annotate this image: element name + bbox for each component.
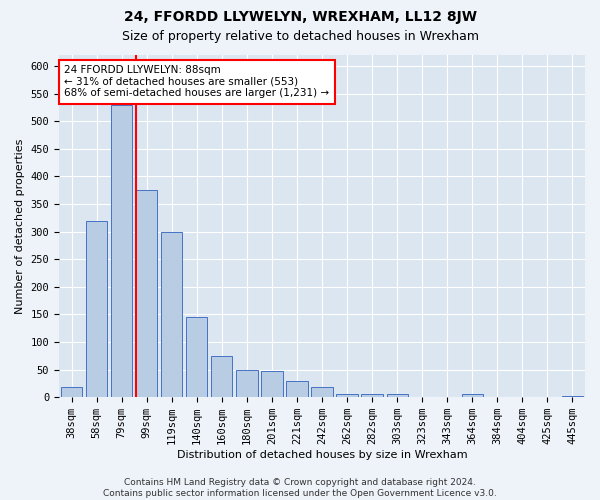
Text: Contains HM Land Registry data © Crown copyright and database right 2024.
Contai: Contains HM Land Registry data © Crown c… bbox=[103, 478, 497, 498]
Bar bbox=[236, 370, 257, 397]
Bar bbox=[211, 356, 232, 397]
Bar bbox=[562, 396, 583, 397]
Bar bbox=[311, 388, 332, 397]
Bar bbox=[61, 388, 82, 397]
Y-axis label: Number of detached properties: Number of detached properties bbox=[15, 138, 25, 314]
Bar bbox=[261, 370, 283, 397]
Bar bbox=[337, 394, 358, 397]
Bar bbox=[286, 380, 308, 397]
Bar bbox=[86, 220, 107, 397]
Bar bbox=[136, 190, 157, 397]
Text: 24 FFORDD LLYWELYN: 88sqm
← 31% of detached houses are smaller (553)
68% of semi: 24 FFORDD LLYWELYN: 88sqm ← 31% of detac… bbox=[64, 66, 329, 98]
Bar bbox=[361, 394, 383, 397]
Bar bbox=[461, 394, 483, 397]
Bar bbox=[111, 104, 132, 397]
Bar bbox=[186, 317, 208, 397]
X-axis label: Distribution of detached houses by size in Wrexham: Distribution of detached houses by size … bbox=[177, 450, 467, 460]
Text: 24, FFORDD LLYWELYN, WREXHAM, LL12 8JW: 24, FFORDD LLYWELYN, WREXHAM, LL12 8JW bbox=[124, 10, 476, 24]
Text: Size of property relative to detached houses in Wrexham: Size of property relative to detached ho… bbox=[121, 30, 479, 43]
Bar bbox=[161, 232, 182, 397]
Bar bbox=[386, 394, 408, 397]
